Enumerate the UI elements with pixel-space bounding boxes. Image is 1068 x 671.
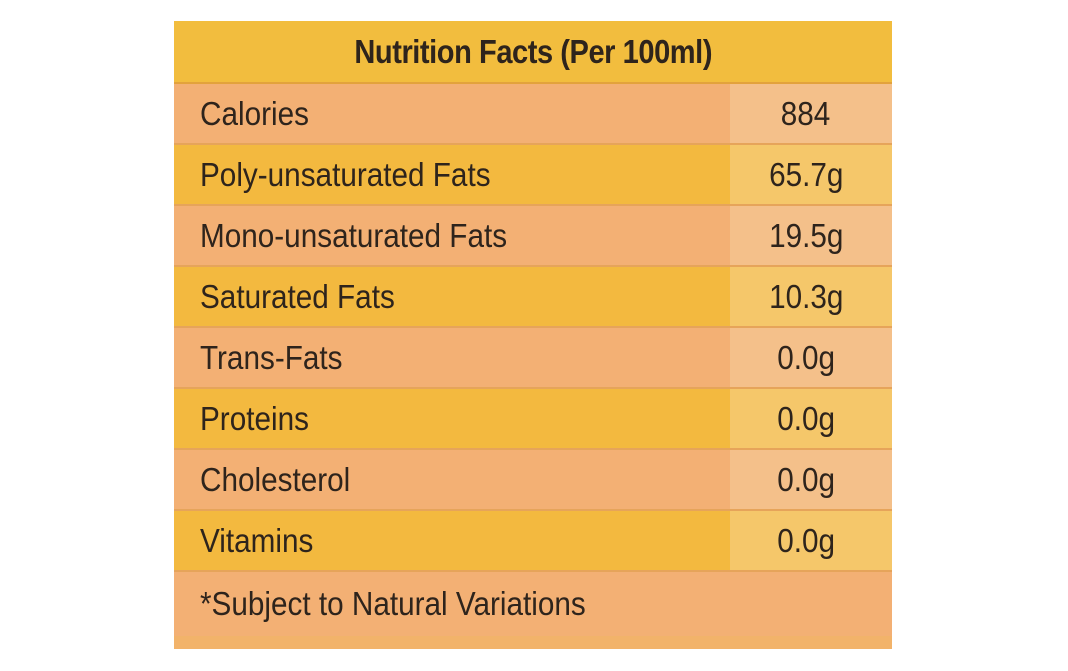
nutrient-name: Vitamins <box>174 511 730 570</box>
table-row-proteins: Proteins 0.0g <box>174 389 892 450</box>
nutrient-value: 884 <box>730 84 892 143</box>
nutrition-header: Nutrition Facts (Per 100ml) <box>174 21 892 84</box>
nutrient-value: 0.0g <box>730 328 892 387</box>
nutrient-name: Proteins <box>174 389 730 448</box>
nutrient-name: Trans-Fats <box>174 328 730 387</box>
table-row-saturated-fats: Saturated Fats 10.3g <box>174 267 892 328</box>
nutrient-value: 0.0g <box>730 389 892 448</box>
nutrient-value: 0.0g <box>730 511 892 570</box>
nutrient-name: Poly-unsaturated Fats <box>174 145 730 204</box>
nutrient-value: 65.7g <box>730 145 892 204</box>
footnote: *Subject to Natural Variations <box>174 572 892 636</box>
nutrition-table: Calories 884 Poly-unsaturated Fats 65.7g… <box>174 84 892 572</box>
nutrition-facts-panel: Nutrition Facts (Per 100ml) Calories 884… <box>174 21 892 649</box>
table-row-poly-unsaturated-fats: Poly-unsaturated Fats 65.7g <box>174 145 892 206</box>
nutrient-name: Mono-unsaturated Fats <box>174 206 730 265</box>
table-row-mono-unsaturated-fats: Mono-unsaturated Fats 19.5g <box>174 206 892 267</box>
nutrition-title: Nutrition Facts (Per 100ml) <box>354 32 712 70</box>
nutrient-name: Cholesterol <box>174 450 730 509</box>
nutrient-value: 19.5g <box>730 206 892 265</box>
nutrient-name: Calories <box>174 84 730 143</box>
nutrient-value: 10.3g <box>730 267 892 326</box>
table-row-vitamins: Vitamins 0.0g <box>174 511 892 572</box>
nutrient-name: Saturated Fats <box>174 267 730 326</box>
table-row-trans-fats: Trans-Fats 0.0g <box>174 328 892 389</box>
nutrient-value: 0.0g <box>730 450 892 509</box>
table-row-calories: Calories 884 <box>174 84 892 145</box>
table-row-cholesterol: Cholesterol 0.0g <box>174 450 892 511</box>
